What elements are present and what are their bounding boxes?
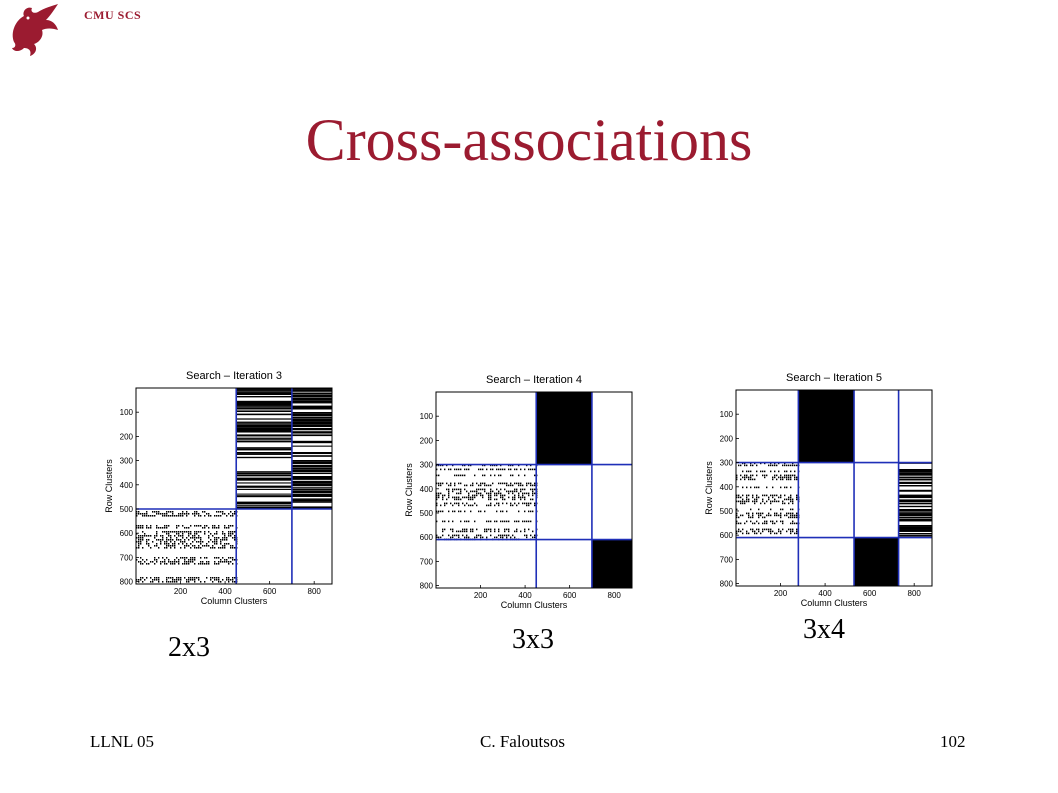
x-tick-label: 800 [308, 587, 322, 596]
heatmap-iteration-4: Search – Iteration 4 100 200 300 400 500 600 70… [400, 368, 640, 610]
y-axis-label: Row Clusters [704, 461, 714, 515]
y-tick-label: 800 [420, 582, 434, 591]
x-tick-label: 800 [608, 591, 622, 600]
x-axis-label: Column Clusters [501, 600, 568, 610]
block-solid [536, 392, 592, 465]
x-tick-label: 600 [863, 589, 877, 598]
y-tick-label: 800 [720, 580, 734, 589]
plot-title: Search – Iteration 4 [486, 374, 582, 386]
y-tick-label: 300 [720, 459, 734, 468]
y-tick-label: 600 [420, 533, 434, 542]
x-tick-label: 400 [518, 591, 532, 600]
x-tick-label: 200 [474, 591, 488, 600]
y-tick-label: 200 [420, 436, 434, 445]
footer-page-number: 102 [940, 732, 966, 751]
x-tick-label: 800 [908, 589, 922, 598]
x-axis-label: Column Clusters [201, 596, 268, 606]
block-horizontal-stripes [291, 388, 332, 509]
x-tick-label: 600 [563, 591, 577, 600]
heatmap-iteration-5: Search – Iteration 5 100 200 300 400 500 600 70… [700, 366, 940, 608]
x-axis-label: Column Clusters [801, 598, 868, 608]
heatmap-iteration-3: Search – Iteration 3 100 200 300 400 500 600 70… [100, 364, 340, 606]
x-tick-label: 200 [174, 587, 188, 596]
y-tick-label: 800 [120, 578, 134, 587]
x-tick-label: 600 [263, 587, 277, 596]
plot-frame [135, 387, 333, 585]
footer-venue: LLNL 05 [90, 732, 155, 751]
y-tick-label: 400 [420, 485, 434, 494]
block-dense-pattern [136, 510, 238, 583]
dragon-logo-icon [12, 4, 58, 56]
plot-frame [735, 389, 933, 587]
y-tick-label: 200 [120, 432, 134, 441]
caption-iteration-3: 2x3 [168, 632, 210, 663]
block-solid [854, 537, 899, 586]
y-tick-label: 400 [120, 481, 134, 490]
block-solid [798, 390, 855, 463]
plot-frame [435, 391, 633, 589]
block-solid [591, 539, 632, 588]
y-axis-label: Row Clusters [104, 459, 114, 513]
y-tick-label: 700 [120, 553, 134, 562]
y-tick-label: 500 [420, 509, 434, 518]
y-tick-label: 200 [720, 434, 734, 443]
slide-title: Cross-associations [305, 107, 753, 173]
y-tick-label: 100 [420, 412, 434, 421]
y-tick-label: 700 [720, 555, 734, 564]
org-label: CMU SCS [84, 8, 142, 22]
y-tick-label: 700 [420, 557, 434, 566]
y-tick-label: 400 [720, 483, 734, 492]
plot-title: Search – Iteration 5 [786, 372, 882, 384]
y-tick-label: 600 [120, 529, 134, 538]
footer-author: C. Faloutsos [480, 732, 566, 751]
caption-iteration-5: 3x4 [803, 614, 845, 645]
y-tick-label: 300 [420, 461, 434, 470]
y-tick-label: 500 [120, 505, 134, 514]
x-tick-label: 200 [774, 589, 788, 598]
x-tick-label: 400 [218, 587, 232, 596]
caption-iteration-4: 3x3 [512, 624, 554, 655]
y-tick-label: 600 [720, 531, 734, 540]
y-tick-label: 100 [720, 410, 734, 419]
y-tick-label: 500 [720, 507, 734, 516]
y-tick-label: 100 [120, 408, 134, 417]
plot-title: Search – Iteration 3 [186, 370, 282, 382]
y-axis-label: Row Clusters [404, 463, 414, 517]
y-tick-label: 300 [120, 457, 134, 466]
block-horizontal-stripes [898, 462, 932, 538]
block-horizontal-stripes [236, 388, 292, 509]
x-tick-label: 400 [818, 589, 832, 598]
